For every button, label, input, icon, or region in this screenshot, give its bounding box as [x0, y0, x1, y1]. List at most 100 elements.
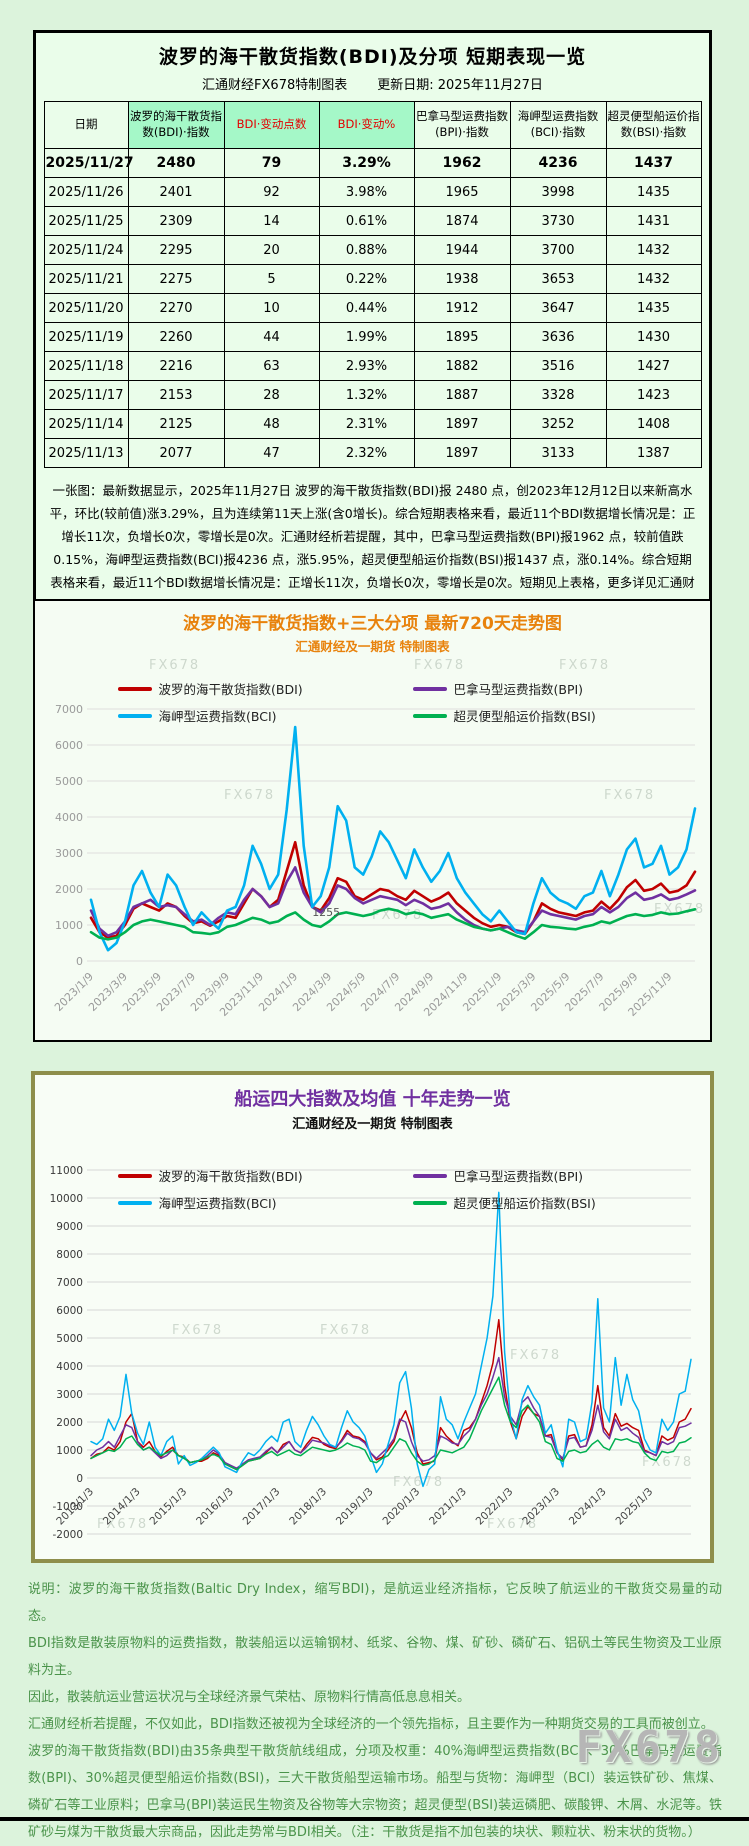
table-cell: 2025/11/26 — [43, 177, 129, 207]
fx678-watermark: FX678 — [510, 1348, 561, 1363]
chart-10year-subtitle: 汇通财经及一期货 特制图表 — [292, 1117, 453, 1132]
y-tick-label: 4000 — [56, 1361, 83, 1373]
axis-grid: -2000 -1000 0 1000 2000 3000 4000 5000 6000 7000 8… — [50, 1165, 691, 1541]
y-tick-label: 0 — [76, 955, 83, 968]
table-cell: 1431 — [605, 206, 702, 236]
table-cell: 3516 — [509, 351, 607, 381]
x-tick-label: 2016/1/3 — [194, 1486, 236, 1528]
fx678-watermark: FX678 — [97, 1517, 148, 1532]
table-cell: 1897 — [413, 409, 511, 439]
table-row: 2025/11/14 2125 48 2.31% 1897 3252 1408 — [43, 409, 702, 439]
axis-grid: 0 1000 2000 3000 4000 5000 6000 7000 — [55, 703, 695, 968]
table-row: 2025/11/26 2401 92 3.98% 1965 3998 1435 — [43, 177, 702, 207]
y-tick-label: 1000 — [56, 1445, 83, 1457]
chart-10year-title: 船运四大指数及均值 十年走势一览 — [234, 1089, 511, 1110]
table-note: 一张图：最新数据显示，2025年11月27日 波罗的海干散货指数(BDI)报 2… — [49, 483, 696, 613]
table-cell: 5 — [223, 264, 320, 294]
table-cell: 2260 — [127, 322, 225, 352]
table-cell: 48 — [223, 409, 320, 439]
table-row: 2025/11/21 2275 5 0.22% 1938 3653 1432 — [43, 264, 702, 294]
table-cell: 2025/11/17 — [43, 380, 129, 410]
table-cell: 0.22% — [318, 264, 415, 294]
table-cell: 2295 — [127, 235, 225, 265]
x-tick-label: 2025/1/3 — [613, 1486, 655, 1528]
y-tick-label: 1000 — [55, 919, 83, 932]
table-cell: 1432 — [605, 235, 702, 265]
y-tick-label: 9000 — [56, 1221, 83, 1233]
series-line-bdi — [90, 1319, 692, 1471]
page-title: 波罗的海干散货指数(BDI)及分项 短期表现一览 — [158, 46, 587, 68]
bdi-table: 日期 波罗的海干散货指数(BDI)·指数 BDI·变动点数 BDI·变动% 巴拿马型运费… — [43, 101, 702, 468]
table-cell: 3998 — [509, 177, 607, 207]
y-tick-label: 6000 — [55, 739, 83, 752]
table-cell: 0.44% — [318, 293, 415, 323]
fx678-watermark: FX678 — [224, 788, 275, 803]
fx678-watermark: FX678 — [320, 1323, 371, 1338]
table-cell: 20 — [223, 235, 320, 265]
table-cell: 1887 — [413, 380, 511, 410]
table-cell: 2.32% — [318, 438, 415, 468]
table-cell: 1.32% — [318, 380, 415, 410]
fx678-watermark: FX678 — [654, 902, 705, 917]
fx678-watermark: FX678 — [149, 658, 200, 673]
table-cell: 3.29% — [318, 148, 415, 178]
y-tick-label: 5000 — [55, 775, 83, 788]
column-header: BDI·变动% — [318, 101, 415, 149]
table-row: 2025/11/13 2077 47 2.32% 1897 3133 1387 — [43, 438, 702, 468]
series-line-bci — [90, 1191, 692, 1488]
table-cell: 0.88% — [318, 235, 415, 265]
table-cell: 2216 — [127, 351, 225, 381]
column-header: 巴拿马型运费指数(BPI)·指数 — [413, 101, 511, 149]
table-cell: 14 — [223, 206, 320, 236]
update-date: 更新日期: 2025年11月27日 — [377, 78, 543, 93]
column-header: BDI·变动点数 — [223, 101, 320, 149]
column-header: 超灵便型船运价指数(BSI)·指数 — [605, 101, 702, 149]
y-tick-label: 4000 — [55, 811, 83, 824]
y-tick-label: 11000 — [50, 1165, 83, 1177]
table-cell: 2.31% — [318, 409, 415, 439]
table-cell: 1.99% — [318, 322, 415, 352]
y-tick-label: -1000 — [52, 1501, 83, 1513]
y-tick-label: 3000 — [56, 1389, 83, 1401]
table-cell: 2.93% — [318, 351, 415, 381]
table-row: 2025/11/25 2309 14 0.61% 1874 3730 1431 — [43, 206, 702, 236]
x-tick-label: 2023/1/3 — [520, 1486, 562, 1528]
footer-notes: 说明：波罗的海干散货指数(Baltic Dry Index，缩写BDI)，是航运… — [28, 1576, 722, 1846]
table-cell: 10 — [223, 293, 320, 323]
table-cell: 28 — [223, 380, 320, 410]
table-cell: 3133 — [509, 438, 607, 468]
table-cell: 79 — [223, 148, 320, 178]
table-cell: 1432 — [605, 264, 702, 294]
table-cell: 3.98% — [318, 177, 415, 207]
table-header-row: 日期 波罗的海干散货指数(BDI)·指数 BDI·变动点数 BDI·变动% 巴拿马型运费… — [43, 101, 702, 149]
x-tick-label: 2018/1/3 — [287, 1486, 329, 1528]
table-row: 2025/11/17 2153 28 1.32% 1887 3328 1423 — [43, 380, 702, 410]
table-cell: 1912 — [413, 293, 511, 323]
table-row: 2025/11/20 2270 10 0.44% 1912 3647 1435 — [43, 293, 702, 323]
fx678-watermark: FX678 — [487, 1517, 538, 1532]
table-cell: 3730 — [509, 206, 607, 236]
table-row: 2025/11/27 2480 79 3.29% 1962 4236 1437 — [43, 148, 702, 178]
y-tick-label: 2000 — [56, 1417, 83, 1429]
y-tick-label: 5000 — [56, 1333, 83, 1345]
table-cell: 2270 — [127, 293, 225, 323]
table-cell: 2125 — [127, 409, 225, 439]
table-cell: 1435 — [605, 177, 702, 207]
table-cell: 3647 — [509, 293, 607, 323]
fx678-watermark: FX678 — [172, 1323, 223, 1338]
column-header: 日期 — [43, 101, 129, 149]
table-cell: 1897 — [413, 438, 511, 468]
table-cell: 2275 — [127, 264, 225, 294]
table-cell: 2025/11/25 — [43, 206, 129, 236]
table-cell: 2309 — [127, 206, 225, 236]
fx678-watermark: FX678 — [642, 1455, 693, 1470]
y-tick-label: -2000 — [52, 1529, 83, 1541]
footer-paragraph: BDI指数是散装原物料的运费指数，散装船运以运输钢材、纸浆、谷物、煤、矿砂、磷矿… — [28, 1636, 722, 1678]
y-tick-label: 10000 — [50, 1193, 83, 1205]
table-cell: 2025/11/27 — [43, 148, 134, 178]
table-row: 2025/11/24 2295 20 0.88% 1944 3700 1432 — [43, 235, 702, 265]
table-cell: 1430 — [605, 322, 702, 352]
table-cell: 2480 — [127, 148, 225, 178]
x-tick-label: 2021/1/3 — [427, 1486, 469, 1528]
